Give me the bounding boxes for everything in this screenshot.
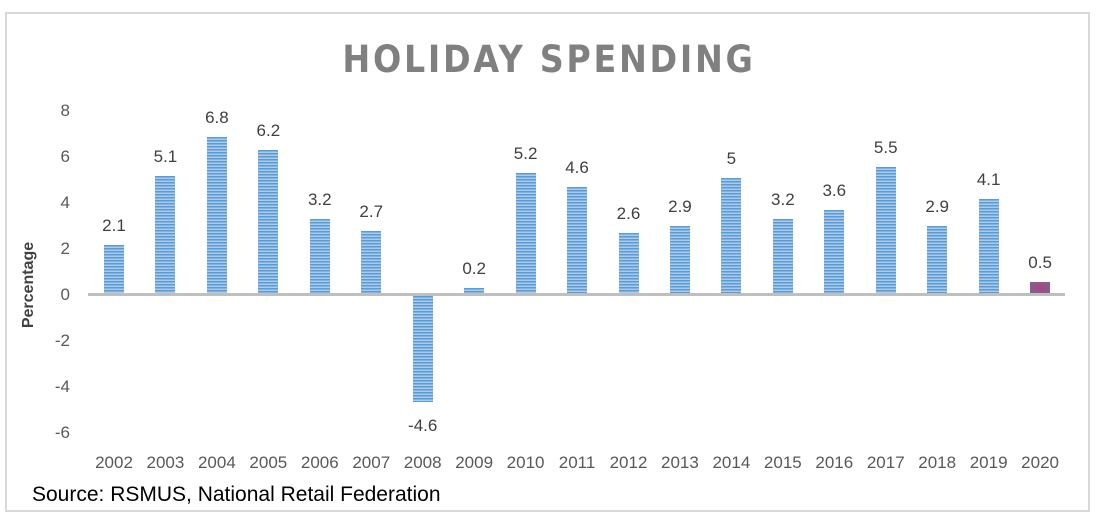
data-label-2002: 2.1 <box>102 215 126 235</box>
data-label-2011: 4.6 <box>565 158 589 178</box>
bar-2011 <box>567 187 588 293</box>
x-axis-line <box>88 293 1065 296</box>
x-tick-label: 2005 <box>249 453 288 472</box>
data-label-2014: 5 <box>726 149 737 168</box>
data-label-2017: 5.5 <box>873 137 898 157</box>
bar-2019 <box>978 198 999 293</box>
bar-2009 <box>464 288 485 293</box>
y-tick-label: -6 <box>54 423 70 442</box>
y-tick-label: 2 <box>60 239 70 258</box>
data-label-2006: 3.2 <box>307 190 332 210</box>
bar-2013 <box>669 226 690 293</box>
data-label-2019: 4.1 <box>976 169 1001 189</box>
data-label-2005: 6.2 <box>256 121 281 141</box>
x-tick-label: 2006 <box>300 453 339 472</box>
bar-2003 <box>155 175 176 293</box>
x-tick-label: 2003 <box>146 453 185 472</box>
bar-2005 <box>258 150 279 293</box>
bar-2004 <box>206 136 227 293</box>
y-tick-label: -4 <box>54 377 70 396</box>
y-tick-label: 8 <box>60 101 70 120</box>
y-tick-label: 4 <box>60 193 70 212</box>
data-label-2009: 0.2 <box>462 259 486 279</box>
data-label-2010: 5.2 <box>513 144 538 164</box>
bar-2007 <box>361 230 382 293</box>
bar-2008 <box>412 296 433 402</box>
chart-title: HOLIDAY SPENDING <box>342 38 756 81</box>
bar-2014 <box>721 178 742 293</box>
chart-frame <box>5 12 1090 512</box>
x-tick-label: 2020 <box>1021 453 1059 472</box>
x-tick-label: 2019 <box>969 453 1008 472</box>
x-tick-label: 2010 <box>506 453 545 472</box>
bar-2010 <box>515 173 536 293</box>
bar-2016 <box>824 210 845 293</box>
data-label-2013: 2.9 <box>668 197 692 217</box>
bar-2006 <box>309 219 330 293</box>
data-label-2007: 2.7 <box>359 201 384 221</box>
data-label-2020: 0.5 <box>1028 252 1052 272</box>
x-tick-label: 2009 <box>455 453 494 472</box>
bar-2018 <box>927 226 948 293</box>
bar-2017 <box>875 166 896 293</box>
x-tick-label: 2016 <box>815 453 854 472</box>
y-axis-label: Percentage <box>20 241 37 329</box>
x-tick-label: 2014 <box>712 453 751 472</box>
bar-2002 <box>104 244 124 293</box>
y-tick-label: 0 <box>60 285 70 304</box>
y-tick-label: -2 <box>54 331 70 350</box>
bar-2012 <box>618 233 639 293</box>
data-label-2015: 3.2 <box>771 190 795 210</box>
x-tick-label: 2007 <box>352 453 391 472</box>
data-label-2004: 6.8 <box>205 107 229 127</box>
data-label-2018: 2.9 <box>925 197 949 217</box>
x-tick-label: 2008 <box>403 453 442 472</box>
data-label-2003: 5.1 <box>153 146 178 166</box>
source-note: Source: RSMUS, National Retail Federatio… <box>32 483 441 506</box>
x-tick-label: 2012 <box>609 453 648 472</box>
x-tick-label: 2004 <box>197 453 236 472</box>
x-tick-label: 2013 <box>661 453 699 472</box>
data-label-2008: -4.6 <box>408 415 438 435</box>
x-tick-label: 2011 <box>558 453 596 472</box>
x-tick-label: 2002 <box>95 453 133 472</box>
y-tick-label: 6 <box>60 147 70 166</box>
x-tick-label: 2015 <box>763 453 802 472</box>
x-tick-label: 2018 <box>918 453 957 472</box>
bar-2015 <box>772 219 793 293</box>
bar-2020 <box>1030 281 1051 293</box>
data-label-2012: 2.6 <box>616 204 641 224</box>
data-label-2016: 3.6 <box>822 181 847 201</box>
x-tick-label: 2017 <box>866 453 905 472</box>
